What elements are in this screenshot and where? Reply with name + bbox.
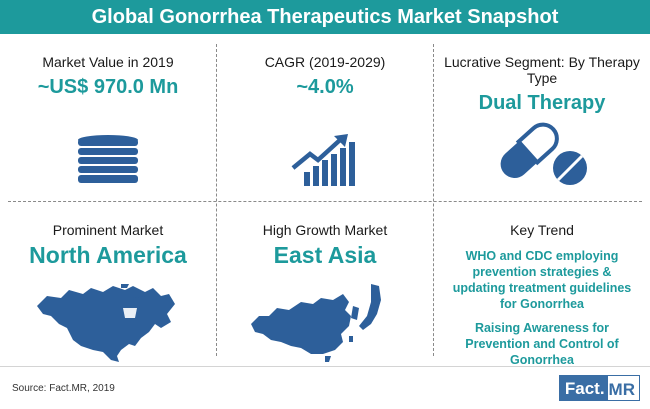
cagr-value: ~4.0% (296, 76, 354, 98)
key-trend-item: WHO and CDC employing prevention strateg… (452, 249, 632, 311)
snapshot-grid: Market Value in 2019 ~US$ 970.0 Mn CAGR … (0, 34, 650, 367)
growth-market-label: High Growth Market (262, 222, 388, 238)
page-title: Global Gonorrhea Therapeutics Market Sna… (0, 0, 650, 34)
market-value-label: Market Value in 2019 (42, 54, 174, 70)
divider (8, 201, 642, 202)
pills-icon (500, 118, 587, 185)
divider (433, 44, 434, 356)
footer: Source: Fact.MR, 2019 Fact. MR (0, 366, 650, 409)
growth-market-tile: High Growth Market East Asia (217, 202, 433, 366)
divider (216, 44, 217, 356)
source-note: Source: Fact.MR, 2019 (12, 383, 115, 394)
segment-tile: Lucrative Segment: By Therapy Type Dual … (434, 34, 650, 201)
logo-part-b: MR (607, 375, 640, 401)
coin-stack-icon (78, 135, 138, 183)
key-trend-item: Raising Awareness for Prevention and Con… (465, 321, 619, 367)
segment-label: Lucrative Segment: By Therapy Type (444, 54, 640, 86)
segment-value: Dual Therapy (478, 92, 606, 114)
market-value-tile: Market Value in 2019 ~US$ 970.0 Mn (0, 34, 216, 201)
key-trend-label: Key Trend (510, 222, 574, 238)
cagr-label: CAGR (2019-2029) (264, 54, 386, 70)
north-america-map-icon (37, 284, 175, 362)
prominent-market-value: North America (29, 242, 187, 268)
market-value-value: ~US$ 970.0 Mn (37, 76, 179, 98)
growth-market-value: East Asia (273, 242, 377, 268)
east-asia-map-icon (251, 284, 381, 362)
key-trend-tile: Key Trend WHO and CDC employing preventi… (434, 202, 650, 367)
prominent-market-tile: Prominent Market North America (0, 202, 216, 366)
logo-part-a: Fact. (558, 375, 608, 401)
factmr-logo: Fact. MR (558, 375, 640, 401)
cagr-tile: CAGR (2019-2029) ~4.0% (217, 34, 433, 201)
prominent-market-label: Prominent Market (52, 222, 164, 238)
growth-chart-icon (291, 134, 355, 186)
